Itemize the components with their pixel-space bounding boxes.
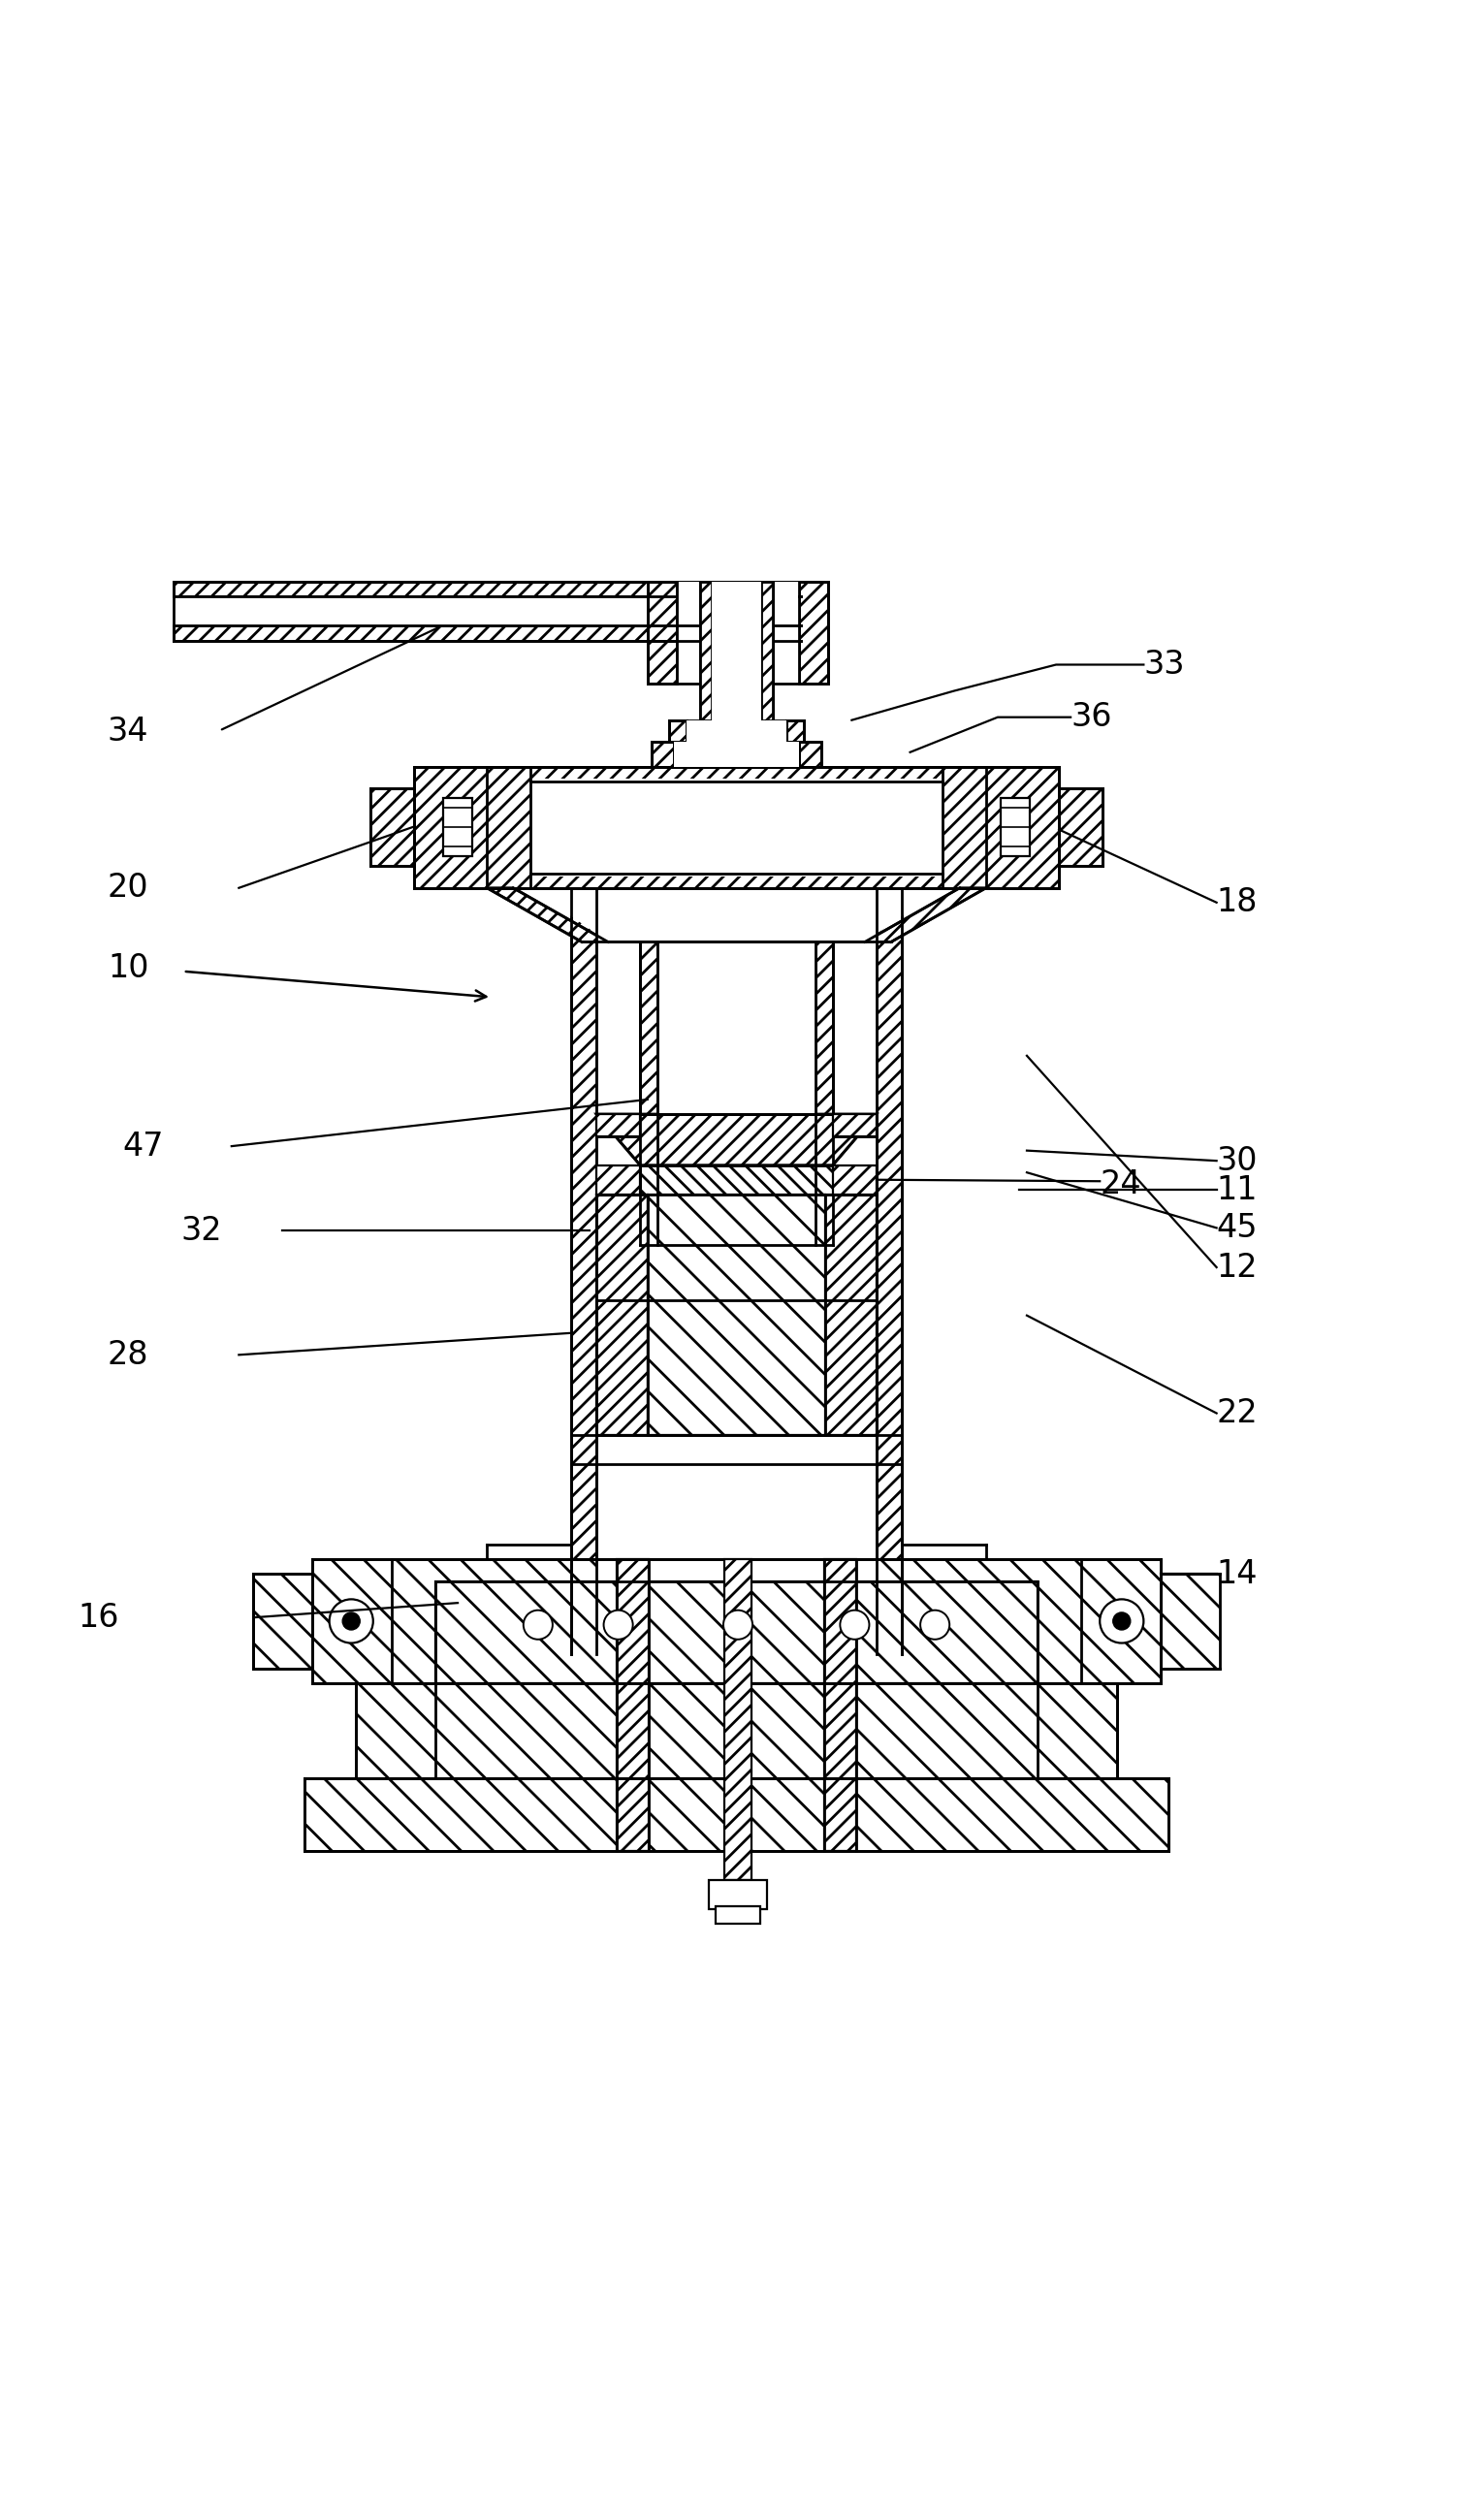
Bar	[442, 799, 472, 857]
Bar	[647, 582, 676, 683]
Bar	[1161, 1572, 1220, 1668]
Circle shape	[1100, 1600, 1144, 1643]
Bar	[1001, 799, 1030, 857]
Bar	[711, 582, 761, 721]
Text: 45: 45	[1217, 1212, 1258, 1245]
Bar	[253, 1572, 312, 1668]
Bar	[173, 597, 801, 625]
Polygon shape	[864, 887, 986, 942]
Text: 47: 47	[122, 1129, 163, 1162]
Bar	[676, 582, 800, 683]
Text: 20: 20	[107, 872, 148, 905]
Text: 18: 18	[1217, 887, 1258, 917]
Text: 22: 22	[1217, 1396, 1258, 1429]
Bar	[709, 1880, 767, 1910]
Bar	[370, 789, 415, 867]
Bar	[761, 582, 773, 721]
Bar	[572, 1464, 597, 1560]
Text: 11: 11	[1217, 1174, 1258, 1207]
Bar	[639, 942, 657, 1114]
Bar	[173, 625, 801, 640]
Circle shape	[920, 1610, 950, 1641]
Bar	[597, 1194, 647, 1434]
Bar	[647, 1194, 826, 1434]
Text: 36: 36	[1070, 701, 1111, 733]
Bar	[312, 1560, 1161, 1683]
Bar	[669, 721, 686, 741]
Circle shape	[329, 1600, 373, 1643]
Circle shape	[1113, 1613, 1130, 1630]
Bar	[800, 582, 829, 683]
Text: 24: 24	[1100, 1169, 1141, 1200]
Circle shape	[604, 1610, 634, 1641]
Bar	[437, 1580, 1036, 1683]
Bar	[639, 1114, 833, 1245]
Bar	[356, 1683, 1117, 1779]
Polygon shape	[487, 887, 609, 942]
Bar	[800, 741, 822, 766]
Bar	[786, 721, 804, 741]
Bar	[686, 721, 786, 741]
Bar	[572, 887, 597, 1653]
Text: 14: 14	[1217, 1557, 1258, 1590]
Bar	[597, 1164, 639, 1194]
Bar	[617, 1560, 648, 1852]
Bar	[816, 942, 833, 1114]
Bar	[876, 1464, 901, 1560]
Text: 34: 34	[107, 716, 148, 748]
Bar	[700, 582, 711, 721]
Text: 32: 32	[181, 1215, 222, 1247]
Bar	[1058, 789, 1102, 867]
Bar	[876, 887, 901, 1653]
Text: 33: 33	[1144, 648, 1185, 680]
Bar	[415, 766, 1058, 887]
Bar	[826, 1194, 876, 1434]
Bar	[531, 779, 942, 877]
Bar	[657, 942, 816, 1114]
Circle shape	[343, 1613, 360, 1630]
Bar	[597, 1114, 639, 1137]
Bar	[716, 1908, 760, 1923]
Bar	[173, 582, 801, 597]
Bar	[725, 1560, 751, 1880]
Polygon shape	[597, 1114, 876, 1164]
Bar	[833, 1114, 876, 1137]
Bar	[597, 1464, 876, 1560]
Bar	[651, 741, 673, 766]
Text: 10: 10	[107, 953, 148, 985]
Bar	[673, 741, 800, 766]
Circle shape	[723, 1610, 753, 1641]
Bar	[304, 1779, 1169, 1852]
Bar	[825, 1560, 856, 1852]
Text: 12: 12	[1217, 1252, 1258, 1283]
Bar	[597, 887, 876, 1653]
Polygon shape	[531, 887, 942, 942]
Text: 28: 28	[107, 1338, 148, 1371]
Text: 16: 16	[78, 1603, 119, 1633]
Bar	[437, 1580, 1036, 1683]
Text: 30: 30	[1217, 1144, 1258, 1177]
Circle shape	[523, 1610, 553, 1641]
Circle shape	[839, 1610, 869, 1641]
Bar	[833, 1164, 876, 1194]
